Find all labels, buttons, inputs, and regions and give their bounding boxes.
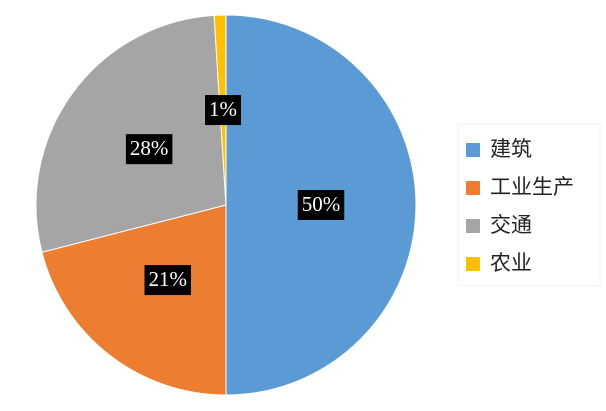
legend-label: 农业 — [490, 251, 532, 275]
pie-slice — [35, 14, 227, 253]
data-label: 50% — [302, 192, 341, 216]
data-label: 28% — [130, 136, 169, 160]
data-label: 21% — [149, 267, 188, 291]
data-label-bg — [205, 95, 242, 126]
data-label-bg — [125, 134, 173, 165]
legend-swatch — [466, 143, 480, 157]
legend-box — [457, 123, 601, 287]
pie-slice — [41, 204, 227, 396]
data-label-bg — [144, 265, 192, 296]
legend-label: 工业生产 — [490, 175, 574, 199]
legend-label: 建筑 — [490, 137, 532, 161]
data-label: 1% — [209, 97, 237, 121]
legend-label: 交通 — [490, 213, 532, 237]
legend-swatch — [466, 181, 480, 195]
legend-swatch — [466, 219, 480, 233]
data-label-bg — [297, 190, 345, 220]
legend-swatch — [466, 257, 480, 271]
